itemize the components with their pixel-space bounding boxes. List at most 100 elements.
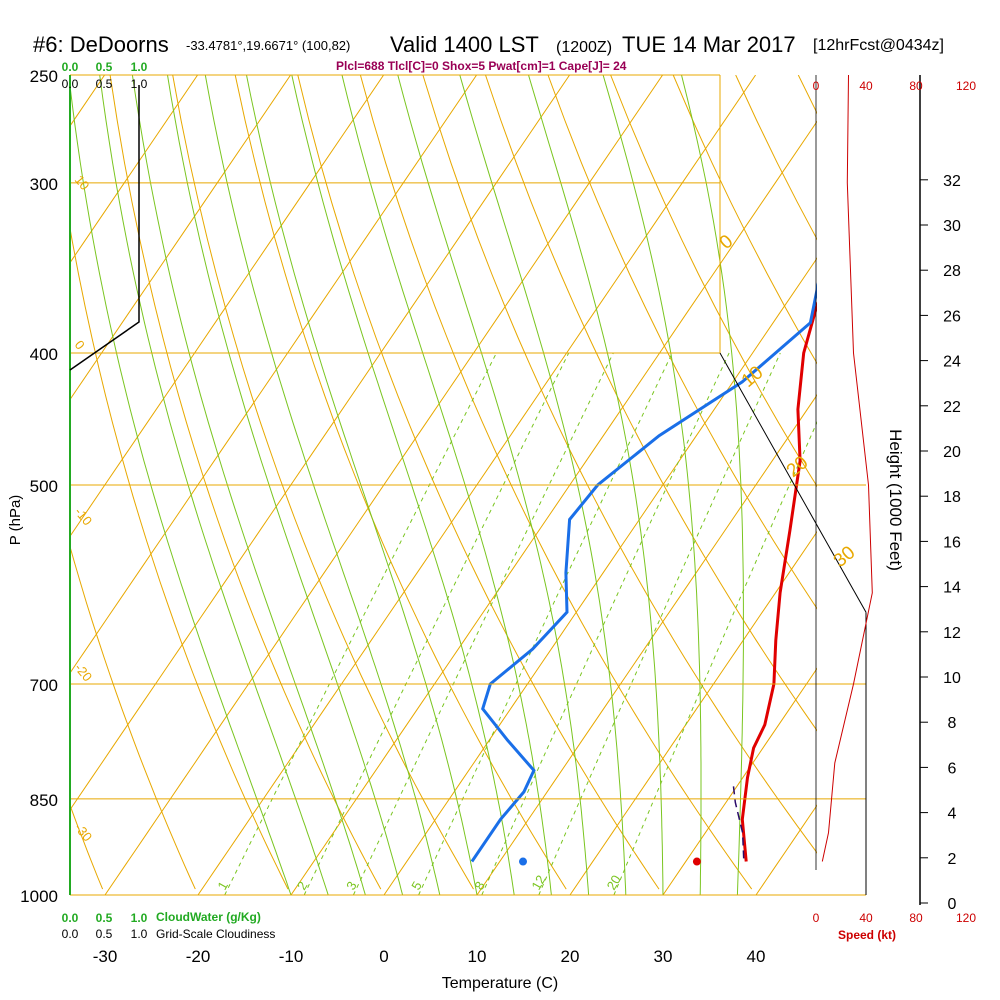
mixing-ratio-label: 3 xyxy=(343,879,360,893)
height-tick-label: 12 xyxy=(943,625,961,642)
height-tick-label: 10 xyxy=(943,670,961,687)
dry-adiabat-line xyxy=(986,75,1000,889)
isotherm-line xyxy=(70,75,292,401)
utc-time: (1200Z) xyxy=(556,39,612,56)
temperature-tick-label: 20 xyxy=(561,947,580,966)
isotherm-line xyxy=(569,530,817,896)
speed-tick-top: 0 xyxy=(813,79,820,93)
dry-adiabat-line xyxy=(861,75,1000,889)
forecast-date: TUE 14 Mar 2017 xyxy=(622,32,796,57)
dry-adiabat-label: -30 xyxy=(72,820,96,844)
dry-adiabat-line xyxy=(70,225,289,890)
cloudiness-tick-top: 0.0 xyxy=(62,77,79,91)
mixing-ratio-label: 20 xyxy=(604,873,624,893)
dry-adiabat-line xyxy=(109,75,382,890)
cloudiness-line xyxy=(69,85,140,371)
pressure-tick-label: 300 xyxy=(30,175,58,194)
mixing-ratio-label: 8 xyxy=(471,879,488,893)
pressure-tick-label: 850 xyxy=(30,791,58,810)
dry-adiabat-line xyxy=(70,803,104,890)
pressure-tick-label: 400 xyxy=(30,345,58,364)
speed-tick-bottom: 80 xyxy=(909,911,923,925)
mixing-ratio-label: 12 xyxy=(528,873,548,893)
cloudiness-tick-top: 0.5 xyxy=(96,77,113,91)
pressure-tick-label: 500 xyxy=(30,477,58,496)
dry-adiabat-label: 10 xyxy=(72,172,93,193)
moist-adiabat-line xyxy=(99,75,329,896)
dry-adiabat-line xyxy=(359,75,753,890)
cloudwater-tick-bottom: 0.5 xyxy=(96,911,113,925)
cloudwater-title: CloudWater (g/Kg) xyxy=(156,910,261,924)
moist-adiabat-line xyxy=(602,75,702,896)
cloudiness-tick-top: 1.0 xyxy=(131,77,148,91)
mixing-ratio-label: 2 xyxy=(294,879,311,893)
cloudwater-tick-top: 1.0 xyxy=(131,60,148,74)
cloudiness-tick-bottom: 0.0 xyxy=(62,927,79,941)
isotherm-line xyxy=(197,75,757,896)
indices-line: Plcl=688 Tlcl[C]=0 Shox=5 Pwat[cm]=1 Cap… xyxy=(336,59,627,73)
isotherm-label: 0 xyxy=(716,231,738,254)
speed-tick-top: 80 xyxy=(909,79,923,93)
isotherm-line xyxy=(290,120,817,896)
moist-adiabat-line xyxy=(528,75,664,896)
isotherm-line xyxy=(0,75,12,895)
height-tick-label: 18 xyxy=(943,489,961,506)
speed-tick-bottom: 40 xyxy=(859,911,873,925)
temperature-tick-label: 0 xyxy=(379,947,388,966)
pressure-tick-label: 250 xyxy=(30,67,58,86)
moist-adiabat-line xyxy=(70,81,292,896)
isotherm-label: 30 xyxy=(830,542,860,572)
moist-adiabat-line xyxy=(204,75,441,896)
dry-adiabat-line xyxy=(923,75,1000,889)
y-axis-title: P (hPa) xyxy=(7,495,24,546)
forecast-info: [12hrFcst@0434z] xyxy=(813,37,944,54)
height-tick-label: 14 xyxy=(943,580,961,597)
dry-adiabat-label: 0 xyxy=(72,337,88,352)
dry-adiabat-line xyxy=(610,75,817,488)
isotherm-line xyxy=(70,75,385,538)
station-coords: -33.4781°,19.6671° (100,82) xyxy=(186,38,350,53)
speed-tick-top: 120 xyxy=(956,79,976,93)
height-tick-label: 26 xyxy=(943,308,961,325)
series-parcel-line xyxy=(732,784,745,859)
height-tick-label: 6 xyxy=(948,760,957,777)
dry-adiabat-line xyxy=(422,75,817,854)
valid-time: Valid 1400 LST xyxy=(390,32,539,57)
isotherm-line xyxy=(662,667,817,896)
temperature-tick-label: -10 xyxy=(279,947,304,966)
frame-diagonal xyxy=(719,352,867,613)
cloudwater-tick-top: 0.0 xyxy=(62,60,79,74)
height-tick-label: 0 xyxy=(948,896,957,913)
pressure-tick-label: 1000 xyxy=(20,887,58,906)
height-tick-label: 2 xyxy=(948,851,957,868)
speed-tick-bottom: 0 xyxy=(813,911,820,925)
dry-adiabat-line xyxy=(672,75,817,365)
temperature-tick-label: 40 xyxy=(747,947,766,966)
dry-adiabat-label: -10 xyxy=(72,504,96,528)
speed-tick-bottom: 120 xyxy=(956,911,976,925)
mixing-ratio-line xyxy=(613,421,817,896)
cloudwater-tick-top: 0.5 xyxy=(96,60,113,74)
dry-adiabat-line xyxy=(0,75,10,889)
mixing-ratio-line xyxy=(481,352,730,896)
isotherm-line xyxy=(383,257,817,896)
height-tick-label: 20 xyxy=(943,444,961,461)
surface-temperature-point xyxy=(692,857,701,866)
height-tick-label: 8 xyxy=(948,715,957,732)
isotherm-line xyxy=(755,804,817,896)
isotherm-line xyxy=(849,75,1000,895)
moist-adiabat-line xyxy=(681,75,744,896)
height-tick-label: 30 xyxy=(943,218,961,235)
height-tick-label: 28 xyxy=(943,263,961,280)
isotherm-line xyxy=(476,394,817,896)
surface-dewpoint-point xyxy=(519,857,528,866)
temperature-tick-label: -30 xyxy=(93,947,118,966)
cloudiness-tick-bottom: 0.5 xyxy=(96,927,113,941)
isotherm-label: 10 xyxy=(738,362,768,392)
dry-adiabat-line xyxy=(297,75,660,890)
isotherm-line xyxy=(70,75,478,674)
moist-adiabat-line xyxy=(459,75,627,896)
isotherm-line xyxy=(70,75,571,811)
